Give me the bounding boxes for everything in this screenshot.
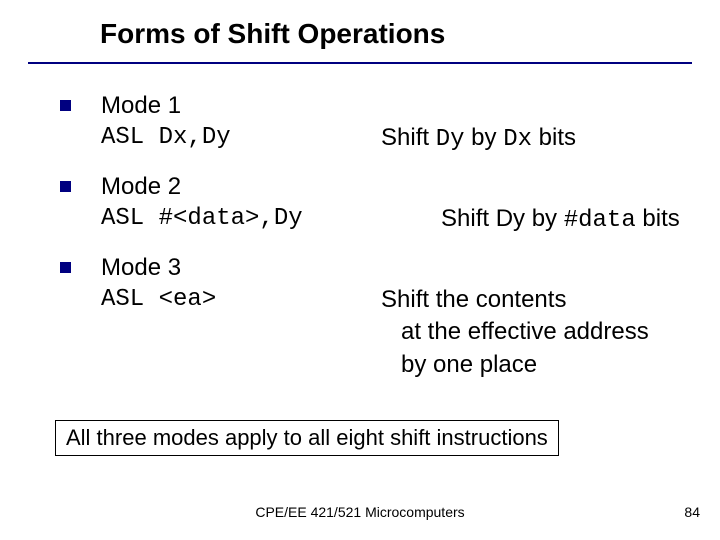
desc-part: bits [532, 124, 576, 151]
mode-desc: Shift Dy by Dx bits [381, 122, 680, 156]
slide-title: Forms of Shift Operations [100, 18, 445, 50]
bullet-item: Mode 3 ASL <ea> Shift the contents at th… [60, 252, 680, 382]
mode-extra-line: at the effective address [101, 316, 680, 348]
square-bullet-icon [60, 100, 71, 111]
square-bullet-icon [60, 262, 71, 273]
mode-line: ASL #<data>,Dy Shift Dy by #data bits [101, 203, 680, 237]
note-box: All three modes apply to all eight shift… [55, 420, 559, 456]
desc-part: Dy [436, 126, 465, 153]
mode-heading: Mode 3 [101, 252, 680, 284]
mode-code: ASL <ea> [101, 284, 381, 316]
bullet-item: Mode 2 ASL #<data>,Dy Shift Dy by #data … [60, 171, 680, 238]
mode-code: ASL Dx,Dy [101, 122, 381, 156]
footer-page-number: 84 [684, 504, 700, 520]
mode-heading: Mode 1 [101, 90, 680, 122]
mode-line: ASL Dx,Dy Shift Dy by Dx bits [101, 122, 680, 156]
desc-part: Shift [381, 124, 436, 151]
desc-part: #data [564, 207, 636, 234]
mode-extra-line: by one place [101, 349, 680, 381]
mode-line: ASL <ea> Shift the contents [101, 284, 680, 316]
item-content: Mode 3 ASL <ea> Shift the contents at th… [101, 252, 680, 382]
square-bullet-icon [60, 181, 71, 192]
item-content: Mode 1 ASL Dx,Dy Shift Dy by Dx bits [101, 90, 680, 157]
desc-part: bits [636, 205, 680, 232]
desc-part: by [465, 124, 504, 151]
mode-desc: Shift Dy by #data bits [441, 203, 680, 237]
bullet-item: Mode 1 ASL Dx,Dy Shift Dy by Dx bits [60, 90, 680, 157]
footer-center: CPE/EE 421/521 Microcomputers [0, 504, 720, 520]
mode-heading: Mode 2 [101, 171, 680, 203]
title-underline [28, 62, 692, 64]
desc-part: Dx [503, 126, 532, 153]
slide-body: Mode 1 ASL Dx,Dy Shift Dy by Dx bits Mod… [60, 90, 680, 395]
mode-code: ASL #<data>,Dy [101, 203, 441, 237]
mode-desc: Shift the contents [381, 284, 680, 316]
desc-part: Shift Dy by [441, 205, 564, 232]
desc-part: Shift the contents [381, 286, 566, 313]
item-content: Mode 2 ASL #<data>,Dy Shift Dy by #data … [101, 171, 680, 238]
